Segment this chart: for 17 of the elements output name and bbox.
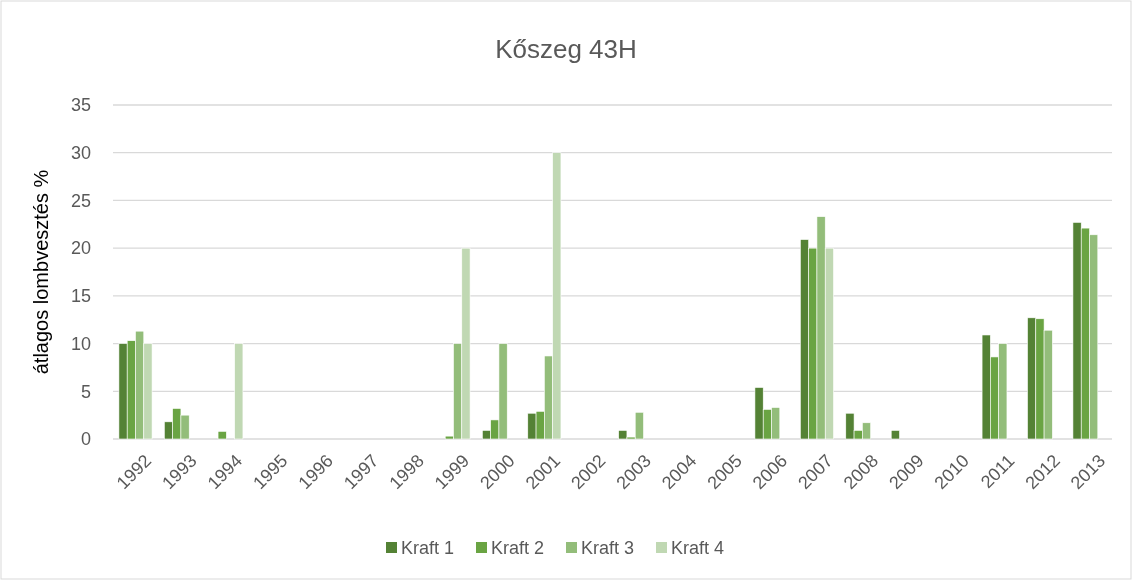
y-axis-title: átlagos lombvesztés %: [30, 169, 52, 375]
y-tick-label: 15: [70, 286, 91, 307]
legend-label: Kraft 4: [671, 538, 725, 559]
y-tick-label: 35: [70, 95, 91, 116]
bar: [890, 430, 900, 440]
y-tick-label: 25: [70, 190, 91, 211]
bar: [217, 431, 227, 440]
legend-label: Kraft 1: [401, 538, 455, 559]
legend-label: Kraft 2: [491, 538, 545, 559]
y-tick-label: 20: [70, 238, 91, 259]
bar: [234, 343, 244, 440]
y-tick-label: 10: [70, 333, 91, 354]
legend-label: Kraft 3: [581, 538, 635, 559]
y-tick-label: 0: [80, 429, 91, 450]
chart-title: Kőszeg 43H: [495, 34, 637, 64]
y-tick-label: 5: [80, 381, 91, 402]
y-tick-label: 30: [70, 143, 91, 164]
